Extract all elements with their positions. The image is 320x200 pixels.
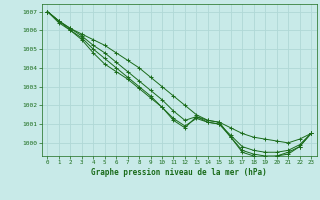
X-axis label: Graphe pression niveau de la mer (hPa): Graphe pression niveau de la mer (hPa) xyxy=(91,168,267,177)
